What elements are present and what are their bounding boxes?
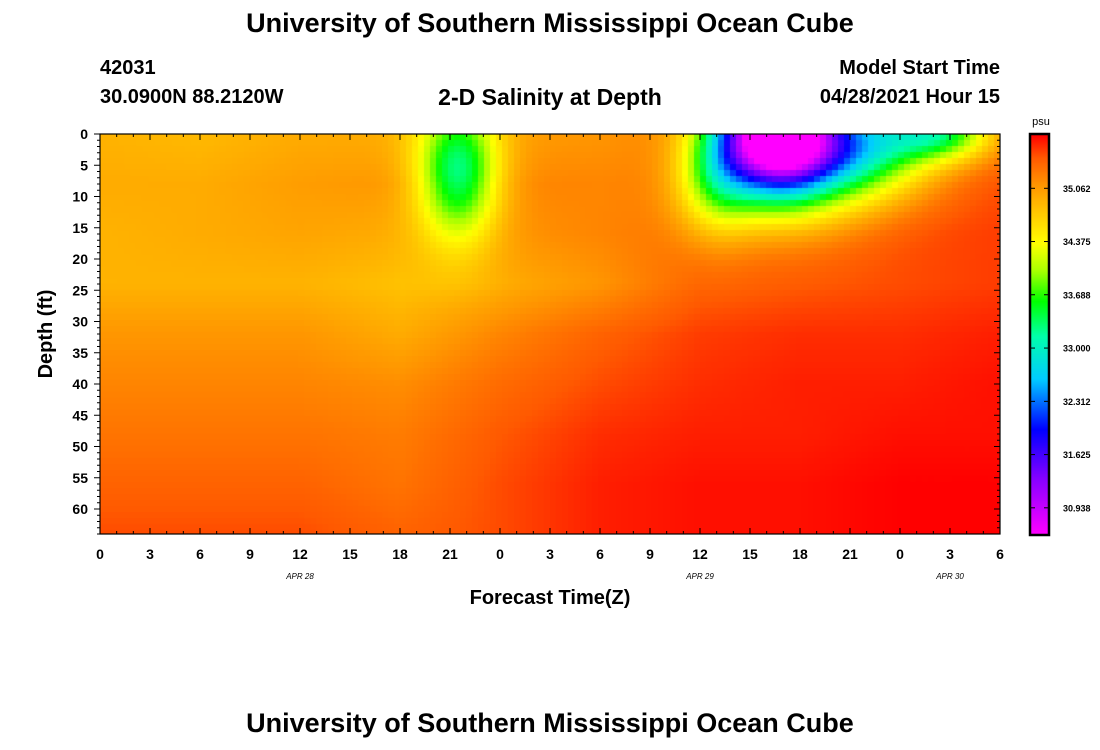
colorbar-tick-label: 34.375 [1063, 237, 1091, 247]
x-tick-label: 6 [196, 546, 204, 562]
y-tick-label: 60 [72, 501, 88, 517]
x-tick-label: 3 [546, 546, 554, 562]
x-tick-label: 15 [342, 546, 358, 562]
x-tick-label: 6 [996, 546, 1004, 562]
colorbar-gradient [1031, 135, 1048, 534]
x-tick-label: 15 [742, 546, 758, 562]
x-tick-label: 12 [292, 546, 308, 562]
x-tick-label: 3 [146, 546, 154, 562]
y-tick-label: 20 [72, 251, 88, 267]
model-start-label: Model Start Time [839, 57, 1000, 79]
x-tick-label: 18 [792, 546, 808, 562]
x-date-label: APR 28 [285, 572, 314, 581]
x-tick-label: 12 [692, 546, 708, 562]
y-tick-label: 35 [72, 345, 88, 361]
chart-title: 2-D Salinity at Depth [438, 84, 662, 110]
x-axis-label: Forecast Time(Z) [470, 587, 631, 609]
y-tick-label: 5 [80, 157, 88, 173]
y-tick-label: 15 [72, 220, 88, 236]
y-tick-label: 10 [72, 189, 88, 205]
colorbar-unit-label: psu [1032, 116, 1050, 128]
y-tick-label: 55 [72, 470, 88, 486]
footer-title: University of Southern Mississippi Ocean… [246, 708, 854, 738]
y-tick-label: 30 [72, 314, 88, 330]
x-tick-label: 0 [496, 546, 504, 562]
colorbar-tick-label: 31.625 [1063, 450, 1091, 460]
colorbar-frame [1028, 132, 1051, 537]
y-tick-label: 25 [72, 282, 88, 298]
x-date-label: APR 29 [685, 572, 714, 581]
y-tick-label: 40 [72, 376, 88, 392]
colorbar-tick-label: 35.062 [1063, 184, 1091, 194]
x-tick-label: 21 [842, 546, 858, 562]
colorbar-tick-label: 32.312 [1063, 397, 1091, 407]
page-title: University of Southern Mississippi Ocean… [246, 8, 854, 38]
colorbar-tick-label: 33.000 [1063, 344, 1091, 354]
colorbar-tick-label: 30.938 [1063, 503, 1091, 513]
x-tick-label: 9 [646, 546, 654, 562]
x-tick-label: 3 [946, 546, 954, 562]
x-tick-label: 0 [96, 546, 104, 562]
y-tick-label: 50 [72, 439, 88, 455]
x-tick-label: 0 [896, 546, 904, 562]
x-tick-label: 9 [246, 546, 254, 562]
y-tick-label: 0 [80, 126, 88, 142]
x-tick-label: 18 [392, 546, 408, 562]
x-date-label: APR 30 [935, 572, 964, 581]
x-tick-label: 6 [596, 546, 604, 562]
model-start-time: 04/28/2021 Hour 15 [819, 86, 1000, 108]
colorbar-tick-label: 33.688 [1063, 290, 1091, 300]
y-axis-label: Depth (ft) [35, 290, 57, 379]
station-id: 42031 [100, 57, 156, 79]
plot-frame [99, 133, 1001, 535]
station-coordinates: 30.0900N 88.2120W [100, 86, 284, 108]
x-tick-label: 21 [442, 546, 458, 562]
salinity-heatmap [100, 134, 1000, 534]
y-tick-label: 45 [72, 407, 88, 423]
